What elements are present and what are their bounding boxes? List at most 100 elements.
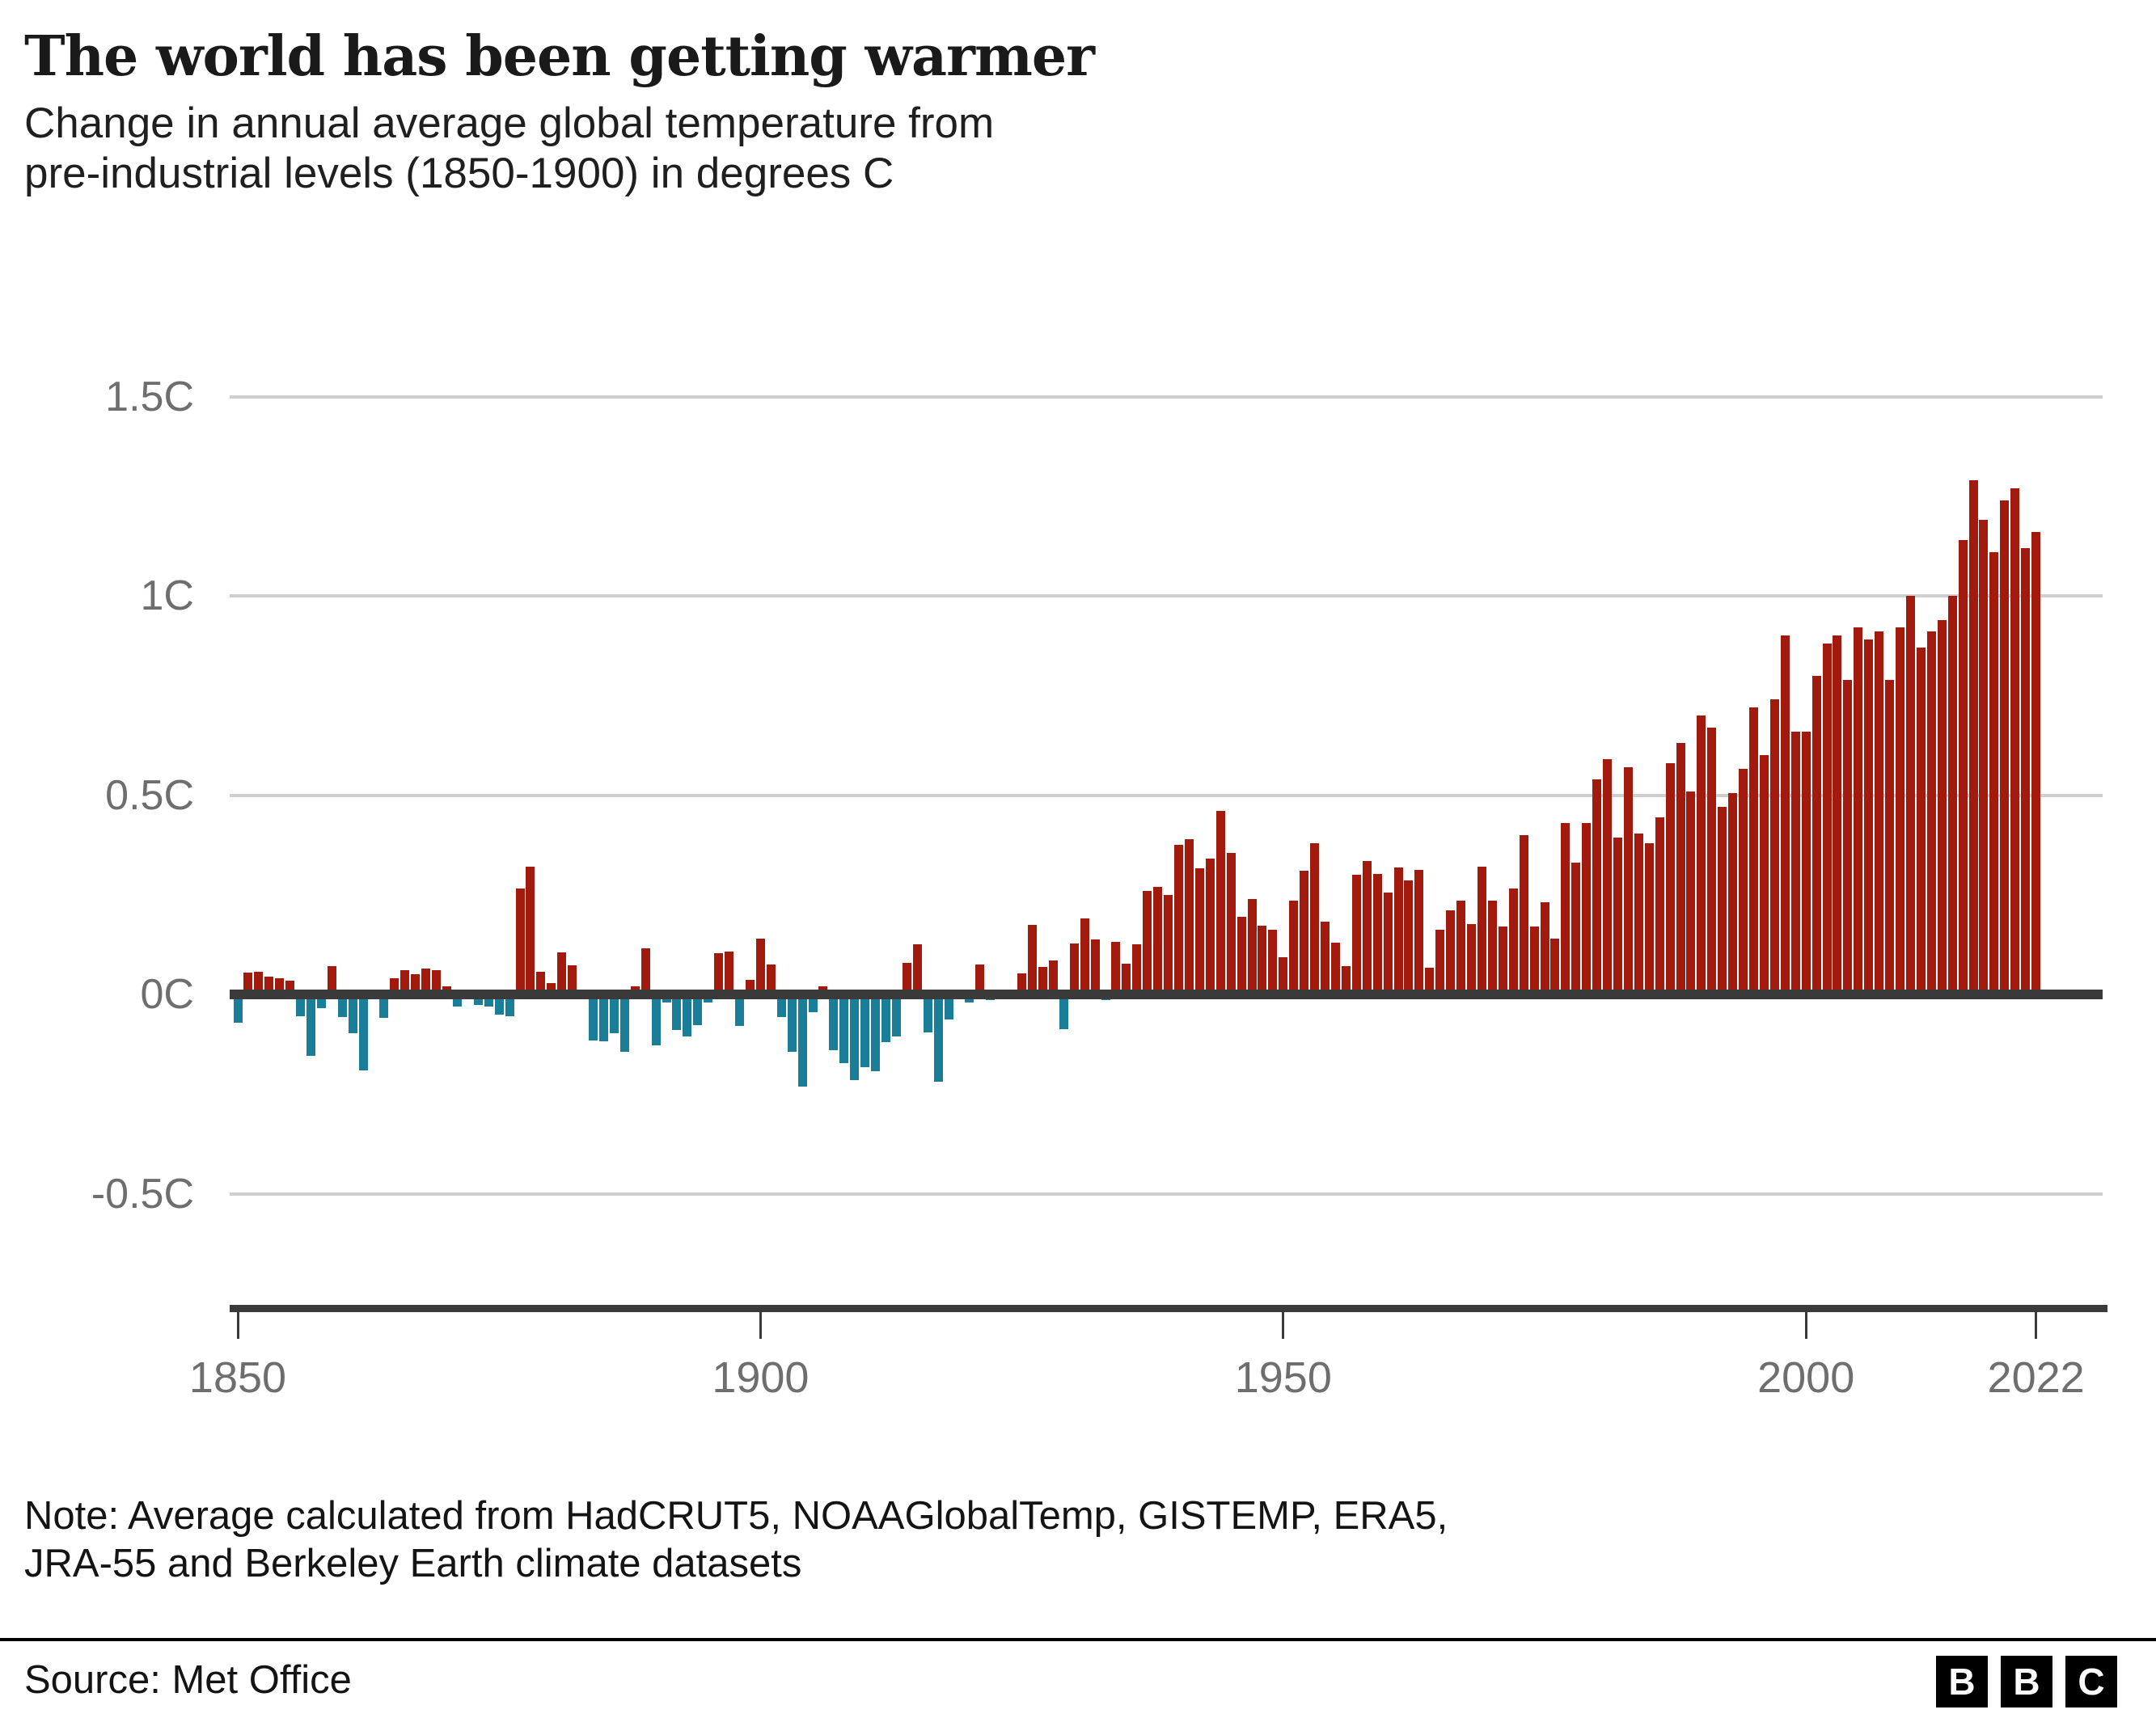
bar-1927 <box>1038 967 1047 994</box>
bar-1929 <box>1059 994 1068 1029</box>
bar-1905 <box>808 994 818 1012</box>
bar-2000 <box>1801 731 1811 994</box>
bar-1973 <box>1519 834 1528 994</box>
bar-1913 <box>891 994 901 1036</box>
bar-2020 <box>2010 488 2020 994</box>
y-axis-label-1.5C: 1.5C <box>105 373 194 420</box>
bar-1979 <box>1582 823 1592 994</box>
bar-1889 <box>640 948 650 994</box>
bar-1877 <box>515 889 525 994</box>
bar-1978 <box>1571 863 1581 994</box>
bar-2014 <box>1947 596 1957 994</box>
bar-2022 <box>2031 532 2041 994</box>
bar-1954 <box>1321 922 1330 994</box>
x-axis-tick-1950 <box>1282 1312 1285 1339</box>
bar-2010 <box>1905 596 1915 994</box>
bar-1879 <box>536 972 546 994</box>
bar-1949 <box>1268 929 1278 994</box>
bar-1972 <box>1508 889 1518 994</box>
bar-1980 <box>1592 779 1602 994</box>
bar-2011 <box>1916 648 1926 994</box>
bar-1945 <box>1226 852 1236 994</box>
bar-1944 <box>1215 811 1225 994</box>
bar-1936 <box>1132 943 1142 994</box>
bar-1964 <box>1425 968 1435 994</box>
page-title: The world has been getting warmer <box>24 24 1095 89</box>
bar-2016 <box>1968 480 1978 994</box>
bbc-logo-block-2: B <box>2001 1656 2052 1707</box>
gridline-1C <box>230 594 2103 597</box>
x-axis-label-2022: 2022 <box>1987 1353 2085 1402</box>
bar-1977 <box>1561 823 1570 994</box>
bar-2018 <box>1989 551 1999 994</box>
bar-1941 <box>1184 838 1194 994</box>
bar-1882 <box>568 965 577 994</box>
bar-1887 <box>619 994 629 1053</box>
bbc-logo-block-1: B <box>1936 1656 1988 1707</box>
bar-1908 <box>839 994 849 1063</box>
bar-1912 <box>881 994 891 1043</box>
bar-1874 <box>484 994 493 1007</box>
y-axis-label-0.5C: 0.5C <box>105 771 194 819</box>
bar-1909 <box>850 994 860 1081</box>
bar-1971 <box>1498 927 1507 994</box>
bar-1952 <box>1300 871 1309 994</box>
chart-subtitle-line1: Change in annual average global temperat… <box>24 99 995 147</box>
bar-1990 <box>1697 715 1706 994</box>
bar-1915 <box>912 943 922 994</box>
bar-1911 <box>871 994 881 1071</box>
bar-2007 <box>1875 631 1884 994</box>
x-axis-label-1850: 1850 <box>188 1353 287 1402</box>
bar-1850 <box>233 994 243 1023</box>
bar-2015 <box>1958 539 1968 994</box>
bar-2006 <box>1864 640 1874 994</box>
bar-1865 <box>390 978 399 994</box>
bar-1859 <box>327 965 336 994</box>
chart-subtitle-line2: pre-industrial levels (1850-1900) in deg… <box>24 150 894 197</box>
bar-1899 <box>745 979 755 994</box>
bar-1994 <box>1739 769 1748 994</box>
bar-1939 <box>1164 894 1173 994</box>
bar-1942 <box>1194 868 1204 994</box>
bar-1875 <box>494 994 504 1015</box>
bar-1969 <box>1477 867 1486 994</box>
bar-1962 <box>1404 880 1414 994</box>
bar-2001 <box>1811 675 1821 994</box>
bar-1903 <box>787 994 797 1053</box>
bar-1902 <box>776 994 786 1018</box>
bar-1988 <box>1676 743 1685 994</box>
bar-1993 <box>1728 793 1738 994</box>
gridline-1.5C <box>230 395 2103 399</box>
bar-1965 <box>1435 929 1445 994</box>
bar-1900 <box>755 938 765 994</box>
bar-2019 <box>2000 500 2010 994</box>
bar-1947 <box>1247 898 1257 994</box>
bar-1963 <box>1414 870 1424 994</box>
bar-1864 <box>379 994 389 1018</box>
bar-1917 <box>933 994 943 1083</box>
gridline-0.5C <box>230 793 2103 797</box>
bar-1992 <box>1718 807 1727 994</box>
y-axis-label-1C: 1C <box>140 572 194 619</box>
bar-1862 <box>358 994 368 1070</box>
bar-1904 <box>797 994 807 1087</box>
bar-2003 <box>1833 635 1842 994</box>
bar-1955 <box>1330 942 1340 994</box>
bar-1898 <box>735 994 745 1027</box>
chart-note-line2: JRA-55 and Berkeley Earth climate datase… <box>24 1542 802 1585</box>
x-axis-label-1950: 1950 <box>1234 1353 1332 1402</box>
bar-1855 <box>285 980 295 994</box>
bar-1897 <box>725 951 734 994</box>
bar-1926 <box>1028 925 1038 994</box>
bar-1961 <box>1393 867 1403 994</box>
bar-1881 <box>557 952 567 994</box>
bar-1958 <box>1362 861 1372 994</box>
bar-1981 <box>1603 759 1613 994</box>
bar-1987 <box>1665 763 1675 994</box>
bar-1996 <box>1759 755 1769 994</box>
bar-1851 <box>243 972 253 994</box>
bar-2005 <box>1854 627 1863 994</box>
bar-2004 <box>1843 679 1853 994</box>
bar-2012 <box>1926 631 1936 994</box>
